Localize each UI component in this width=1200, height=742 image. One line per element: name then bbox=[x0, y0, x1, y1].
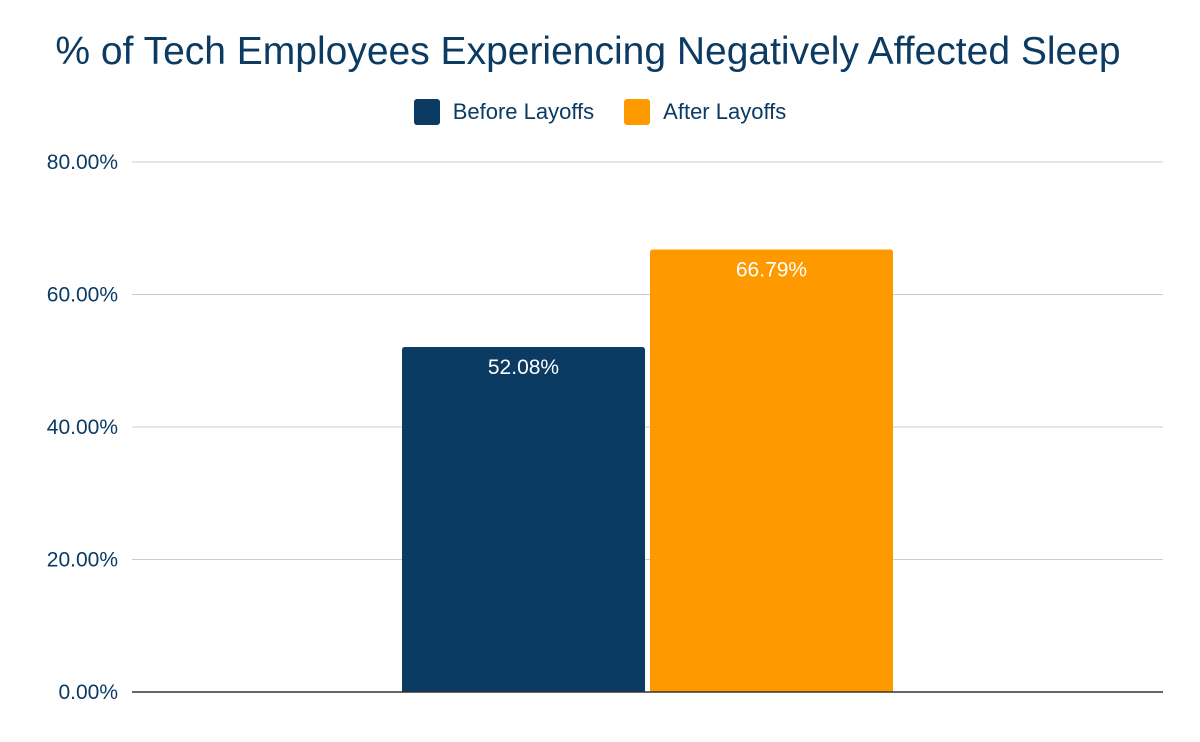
legend-item-after[interactable]: After Layoffs bbox=[624, 99, 786, 125]
y-tick-label: 80.00% bbox=[47, 151, 118, 174]
bar-0 bbox=[402, 346, 645, 692]
legend: Before Layoffs After Layoffs bbox=[0, 99, 1200, 125]
bar-label-0: 52.08% bbox=[488, 356, 559, 379]
chart-title: % of Tech Employees Experiencing Negativ… bbox=[55, 30, 1121, 73]
y-tick-label: 20.00% bbox=[47, 549, 118, 572]
y-tick-label: 0.00% bbox=[58, 681, 118, 704]
legend-label-before: Before Layoffs bbox=[452, 99, 595, 124]
legend-swatch-after bbox=[624, 99, 651, 125]
y-tick-label: 60.00% bbox=[47, 284, 118, 307]
legend-swatch-before bbox=[413, 99, 440, 125]
legend-item-before[interactable]: Before Layoffs bbox=[413, 99, 595, 125]
legend-label-after: After Layoffs bbox=[663, 99, 787, 124]
bar-label-1: 66.79% bbox=[736, 259, 807, 282]
y-tick-label: 40.00% bbox=[47, 416, 118, 439]
bar-1 bbox=[650, 249, 893, 693]
